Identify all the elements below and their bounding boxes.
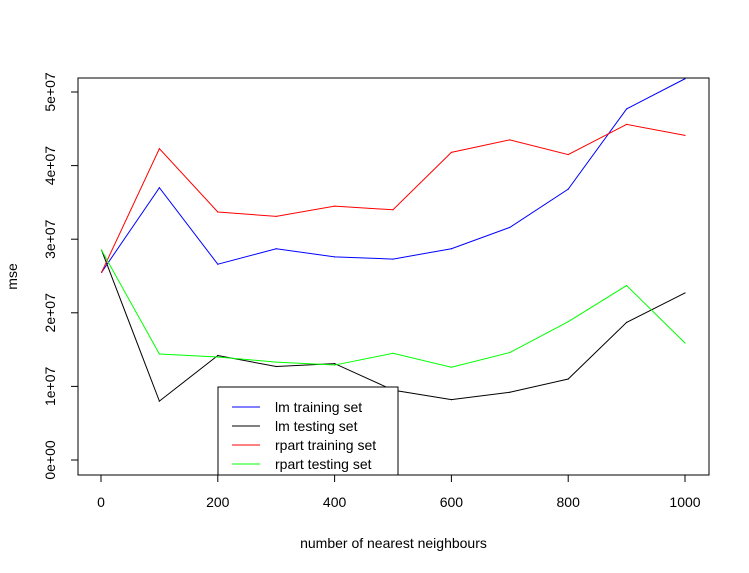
data-point	[158, 187, 160, 189]
data-point	[509, 351, 511, 354]
y-tick-label: 5e+07	[42, 72, 58, 112]
series-line-1	[101, 78, 686, 273]
x-tick-label: 400	[323, 494, 347, 510]
series-line-2	[101, 250, 686, 402]
data-point	[275, 248, 277, 250]
series-layer	[100, 78, 686, 402]
data-point	[275, 215, 277, 217]
series-line-4	[101, 249, 686, 368]
x-tick-label: 200	[206, 494, 230, 510]
data-point	[334, 256, 336, 258]
legend-entry-label: rpart testing set	[275, 456, 372, 472]
data-point	[158, 353, 160, 355]
data-point	[567, 188, 569, 190]
legend-entry-label: lm training set	[275, 399, 362, 415]
data-point	[450, 151, 452, 153]
y-tick-label: 2e+07	[42, 293, 58, 333]
data-point	[684, 134, 686, 137]
data-point	[684, 292, 686, 294]
data-point	[392, 209, 394, 211]
y-axis: 0e+00 1e+07 2e+07 3e+07 4e+07 5e+07	[42, 72, 79, 480]
legend-entry-label: rpart training set	[275, 437, 376, 453]
data-point	[626, 123, 628, 125]
data-point	[684, 342, 686, 344]
data-point	[626, 284, 628, 287]
data-point	[567, 153, 569, 156]
data-point	[509, 391, 511, 393]
x-tick-label: 800	[557, 494, 581, 510]
data-point	[450, 248, 452, 250]
series-line-3	[101, 123, 686, 273]
data-point	[217, 263, 219, 265]
legend: lm training set lm testing set rpart train…	[217, 386, 399, 476]
data-point	[450, 366, 452, 368]
x-tick-label: 0	[97, 494, 105, 510]
y-tick-label: 4e+07	[42, 146, 58, 186]
data-point	[392, 258, 394, 260]
data-point	[158, 148, 160, 150]
data-point	[100, 271, 103, 273]
data-point	[626, 108, 628, 110]
data-point	[392, 352, 394, 354]
data-point	[217, 354, 219, 357]
data-point	[567, 321, 569, 323]
data-point	[450, 399, 452, 401]
data-point	[100, 249, 103, 251]
y-tick-label: 1e+07	[42, 367, 58, 407]
data-point	[275, 361, 277, 363]
data-point	[217, 356, 219, 358]
data-point	[334, 362, 336, 365]
data-point	[158, 400, 160, 402]
data-point	[567, 378, 569, 380]
x-tick-label: 1000	[669, 494, 700, 510]
y-tick-label: 3e+07	[42, 219, 58, 259]
y-tick-label: 0e+00	[42, 440, 58, 480]
legend-entry-label: lm testing set	[275, 418, 358, 434]
data-point	[334, 205, 336, 207]
x-axis-title: number of nearest neighbours	[300, 535, 487, 551]
x-tick-label: 600	[440, 494, 464, 510]
legend-box	[217, 386, 399, 476]
data-point	[626, 321, 628, 323]
y-axis-title: mse	[4, 263, 20, 290]
x-axis: 0 200 400 600 800 1000	[97, 474, 701, 510]
data-point	[509, 139, 511, 141]
data-point	[334, 364, 336, 366]
data-point	[217, 211, 219, 213]
data-point	[275, 365, 277, 368]
data-point	[509, 226, 511, 229]
